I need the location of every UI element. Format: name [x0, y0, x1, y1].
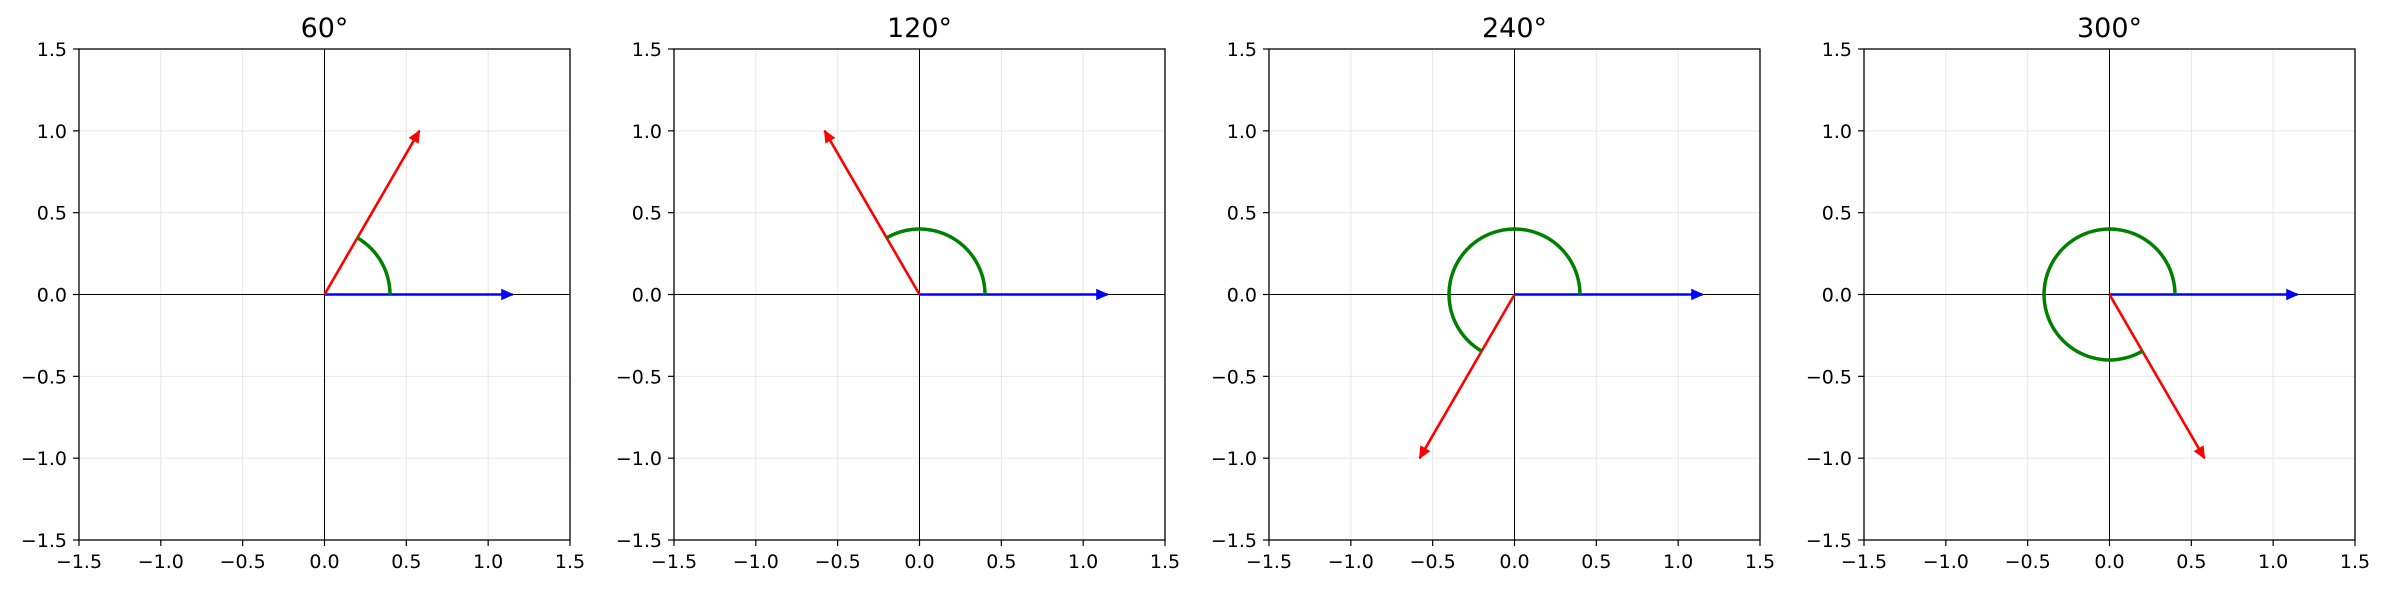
arrow-head	[501, 288, 514, 301]
x-tick-label: −1.5	[56, 551, 102, 573]
arrow-head	[1691, 288, 1704, 301]
arrow-shaft	[323, 130, 421, 296]
x-tick-label: −0.5	[220, 551, 266, 573]
panel-title: 300°	[2077, 13, 2142, 44]
y-tick-label: 1.0	[37, 121, 67, 143]
arrow-head	[823, 129, 836, 144]
y-tick-label: 0.0	[37, 285, 67, 307]
y-tick-label: −1.0	[1211, 448, 1257, 470]
y-tick-label: −1.5	[21, 530, 67, 552]
y-tick-label: 0.5	[632, 203, 662, 225]
x-tick-label: 1.5	[1745, 551, 1775, 573]
x-tick-label: 0.0	[904, 551, 934, 573]
y-tick-label: 1.0	[1822, 121, 1852, 143]
y-tick-label: 1.5	[1822, 39, 1852, 61]
y-tick-label: 0.5	[1227, 203, 1257, 225]
x-tick-label: 1.0	[1068, 551, 1098, 573]
panel-1: 60° −1.5 −1.0 −0.5 0.0 0.5 1.0 1.5 −1.5 −1.0 −0.5…	[21, 13, 585, 573]
x-tick-label: 0.0	[2094, 551, 2124, 573]
x-tick-label: 1.5	[1150, 551, 1180, 573]
panel-4: 300° −1.5 −1.0 −0.5 0.0 0.5 1.0 1.5 −1.5 −1.0 −0.…	[1806, 13, 2370, 573]
x-tick-label: 0.5	[1581, 551, 1611, 573]
x-tick-label: 0.0	[1499, 551, 1529, 573]
x-tick-label: −1.5	[1841, 551, 1887, 573]
panel-2: 120° −1.5 −1.0 −0.5 0.0 0.5 1.0 1.5 −1.5 −1.0 −0.…	[616, 13, 1180, 573]
rotated-vector-arrow	[2108, 293, 2206, 460]
reference-vector-arrow	[324, 288, 514, 301]
y-tick-label: −1.0	[616, 448, 662, 470]
y-tick-label: −1.0	[21, 448, 67, 470]
rotated-vector-arrow	[323, 129, 421, 296]
arrow-head	[408, 129, 421, 144]
reference-vector-arrow	[919, 288, 1109, 301]
arrow-shaft	[2108, 293, 2206, 459]
x-tick-label: −1.0	[138, 551, 184, 573]
x-tick-label: −1.0	[1923, 551, 1969, 573]
y-tick-label: −1.5	[1806, 530, 1852, 552]
x-tick-label: −0.5	[1410, 551, 1456, 573]
y-tick-label: −1.0	[1806, 448, 1852, 470]
y-tick-label: 0.5	[37, 203, 67, 225]
arrow-head	[2286, 288, 2299, 301]
y-tick-label: −1.5	[1211, 530, 1257, 552]
reference-vector-arrow	[2109, 288, 2299, 301]
panel-3: 240° −1.5 −1.0 −0.5 0.0 0.5 1.0 1.5 −1.5 −1.0 −0.…	[1211, 13, 1775, 573]
reference-vector-arrow	[1514, 288, 1704, 301]
angle-arc	[885, 227, 987, 295]
x-tick-label: 1.0	[2258, 551, 2288, 573]
angle-arc	[356, 236, 392, 295]
x-tick-label: 1.5	[555, 551, 585, 573]
x-tick-label: 0.5	[2176, 551, 2206, 573]
panel-title: 120°	[887, 13, 952, 44]
x-tick-label: 0.5	[986, 551, 1016, 573]
panel-title: 60°	[301, 13, 349, 44]
arrow-head	[1096, 288, 1109, 301]
y-tick-label: 1.0	[1227, 121, 1257, 143]
x-tick-label: 1.5	[2340, 551, 2370, 573]
y-tick-label: 0.0	[1227, 285, 1257, 307]
x-tick-label: −0.5	[815, 551, 861, 573]
panel-title: 240°	[1482, 13, 1547, 44]
x-tick-label: −1.0	[1328, 551, 1374, 573]
y-tick-label: 1.5	[37, 39, 67, 61]
x-tick-label: 0.5	[391, 551, 421, 573]
y-tick-label: 1.0	[632, 121, 662, 143]
x-tick-label: −1.0	[733, 551, 779, 573]
y-tick-label: −0.5	[21, 366, 67, 388]
y-tick-label: 0.5	[1822, 203, 1852, 225]
y-tick-label: 0.0	[1822, 285, 1852, 307]
rotated-vector-arrow	[1418, 293, 1516, 460]
y-tick-label: −0.5	[1211, 366, 1257, 388]
y-tick-label: −0.5	[1806, 366, 1852, 388]
y-tick-label: 0.0	[632, 285, 662, 307]
x-tick-label: 1.0	[473, 551, 503, 573]
x-tick-label: −1.5	[1246, 551, 1292, 573]
arrow-shaft	[1418, 293, 1516, 459]
y-tick-label: 1.5	[632, 39, 662, 61]
x-tick-label: 1.0	[1663, 551, 1693, 573]
arrow-shaft	[823, 130, 921, 296]
x-tick-label: 0.0	[309, 551, 339, 573]
angle-arc	[2042, 227, 2177, 362]
angle-arc	[1447, 227, 1582, 353]
y-tick-label: −0.5	[616, 366, 662, 388]
arrow-head	[2193, 445, 2206, 460]
arrow-head	[1418, 445, 1431, 460]
y-tick-label: 1.5	[1227, 39, 1257, 61]
y-tick-label: −1.5	[616, 530, 662, 552]
x-tick-label: −1.5	[651, 551, 697, 573]
x-tick-label: −0.5	[2005, 551, 2051, 573]
rotated-vector-arrow	[823, 129, 921, 296]
